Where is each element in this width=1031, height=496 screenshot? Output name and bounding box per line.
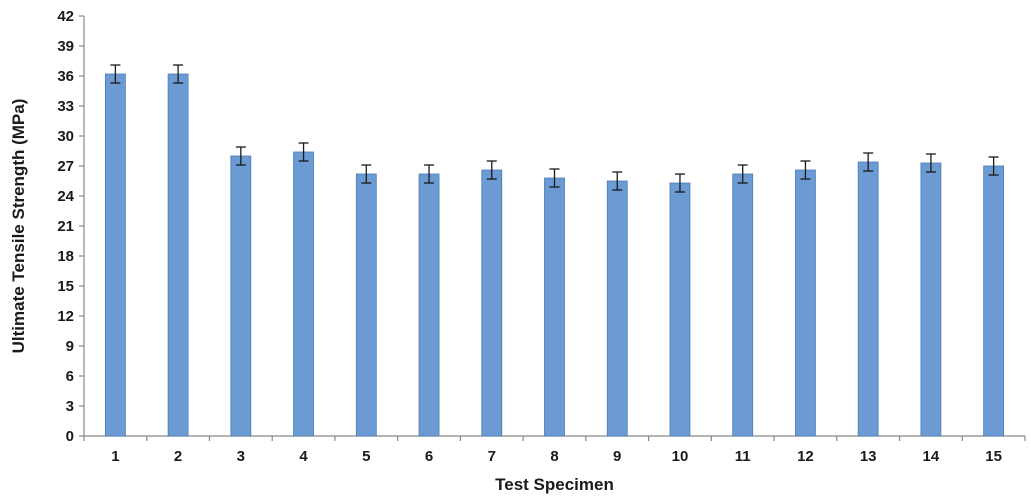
bar-specimen-14 bbox=[920, 162, 942, 437]
error-bar-specimen-15 bbox=[988, 156, 999, 176]
y-tick-label: 15 bbox=[57, 278, 74, 295]
bar-specimen-8 bbox=[544, 177, 565, 437]
x-ticks: 1 2 3 4 5 6 7 8 9 10 11 12 13 14 15 bbox=[83, 436, 1026, 465]
bar-specimen-11 bbox=[732, 173, 754, 437]
error-bars bbox=[110, 64, 999, 193]
bar-specimen-2 bbox=[167, 73, 189, 437]
error-bar-specimen-7 bbox=[486, 160, 497, 180]
y-tick-label: 36 bbox=[57, 68, 74, 85]
error-bar-specimen-3 bbox=[235, 146, 246, 166]
x-tick-label: 4 bbox=[299, 448, 308, 465]
y-tick-label: 0 bbox=[66, 428, 74, 445]
x-tick-label: 9 bbox=[613, 448, 621, 465]
x-tick-label: 14 bbox=[923, 448, 940, 465]
x-tick-label: 1 bbox=[111, 448, 119, 465]
x-tick-label: 10 bbox=[672, 448, 689, 465]
x-tick-label: 15 bbox=[985, 448, 1002, 465]
bar-specimen-10 bbox=[669, 182, 691, 437]
error-bar-specimen-6 bbox=[424, 164, 435, 184]
y-tick-label: 6 bbox=[66, 368, 74, 385]
error-bar-specimen-8 bbox=[549, 168, 560, 188]
bar-specimen-3 bbox=[230, 155, 252, 437]
error-bar-specimen-10 bbox=[674, 173, 685, 193]
bar-specimen-1 bbox=[104, 73, 126, 437]
error-bar-specimen-2 bbox=[173, 64, 184, 84]
bar-specimen-7 bbox=[481, 169, 503, 437]
bar-specimen-4 bbox=[293, 151, 314, 437]
y-tick-label: 21 bbox=[57, 218, 74, 235]
y-tick-label: 3 bbox=[66, 398, 74, 415]
y-tick-label: 18 bbox=[57, 248, 74, 265]
x-tick-label: 5 bbox=[362, 448, 370, 465]
bar-specimen-6 bbox=[418, 173, 440, 437]
bar-specimen-5 bbox=[355, 173, 377, 437]
y-tick-label: 42 bbox=[57, 8, 74, 25]
y-tick-label: 27 bbox=[57, 158, 74, 175]
error-bar-specimen-12 bbox=[800, 160, 811, 180]
x-tick-label: 11 bbox=[735, 448, 751, 465]
bar-specimen-9 bbox=[606, 180, 628, 437]
y-tick-label: 33 bbox=[57, 98, 74, 115]
y-tick-label: 12 bbox=[57, 308, 74, 325]
y-tick-label: 39 bbox=[57, 38, 74, 55]
x-tick-label: 6 bbox=[425, 448, 433, 465]
bar-specimen-15 bbox=[983, 165, 1005, 437]
y-tick-label: 24 bbox=[57, 188, 74, 205]
x-tick-label: 2 bbox=[174, 448, 182, 465]
y-axis-title: Ultimate Tensile Strength (MPa) bbox=[9, 99, 28, 354]
bar-specimen-12 bbox=[795, 169, 816, 437]
x-axis-title: Test Specimen bbox=[495, 475, 614, 494]
error-bar-specimen-9 bbox=[612, 171, 623, 191]
error-bar-specimen-4 bbox=[298, 142, 309, 162]
x-tick-label: 12 bbox=[797, 448, 814, 465]
error-bar-specimen-13 bbox=[863, 152, 874, 172]
error-bar-specimen-11 bbox=[737, 164, 748, 184]
error-bar-specimen-1 bbox=[110, 64, 121, 84]
x-tick-label: 7 bbox=[488, 448, 496, 465]
x-tick-label: 3 bbox=[237, 448, 245, 465]
y-tick-label: 30 bbox=[57, 128, 74, 145]
error-bar-specimen-5 bbox=[361, 164, 372, 184]
x-tick-label: 13 bbox=[860, 448, 877, 465]
error-bar-specimen-14 bbox=[925, 153, 936, 173]
y-tick-label: 9 bbox=[66, 338, 74, 355]
bar-specimen-13 bbox=[857, 161, 879, 437]
bars bbox=[104, 73, 1005, 437]
x-tick-label: 8 bbox=[550, 448, 558, 465]
